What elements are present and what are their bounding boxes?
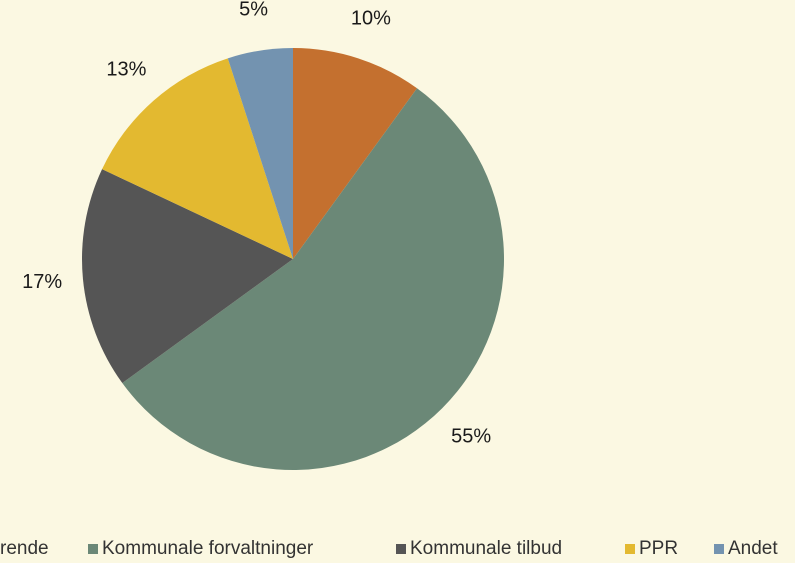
- pie-slice: [81, 169, 293, 384]
- data-label: 10%: [351, 8, 391, 30]
- legend-label: Kommunale tilbud: [410, 538, 562, 559]
- legend-label: PPR: [639, 538, 678, 559]
- pie-slice: [122, 88, 505, 471]
- legend-label: Kommunale forvaltninger: [102, 538, 314, 559]
- legend-label: Andet: [728, 538, 778, 559]
- data-label: 17%: [22, 271, 62, 293]
- legend-marker: [396, 544, 406, 554]
- data-label: 55%: [451, 425, 491, 447]
- data-label: 13%: [106, 58, 146, 80]
- pie-slice: [293, 48, 418, 259]
- data-label: 5%: [239, 0, 268, 20]
- legend-marker: [88, 544, 98, 554]
- legend-marker: [625, 544, 635, 554]
- legend-marker: [714, 544, 724, 554]
- pie-slice: [227, 48, 293, 259]
- legend-label: rende: [0, 538, 49, 559]
- pie-slice: [102, 58, 294, 260]
